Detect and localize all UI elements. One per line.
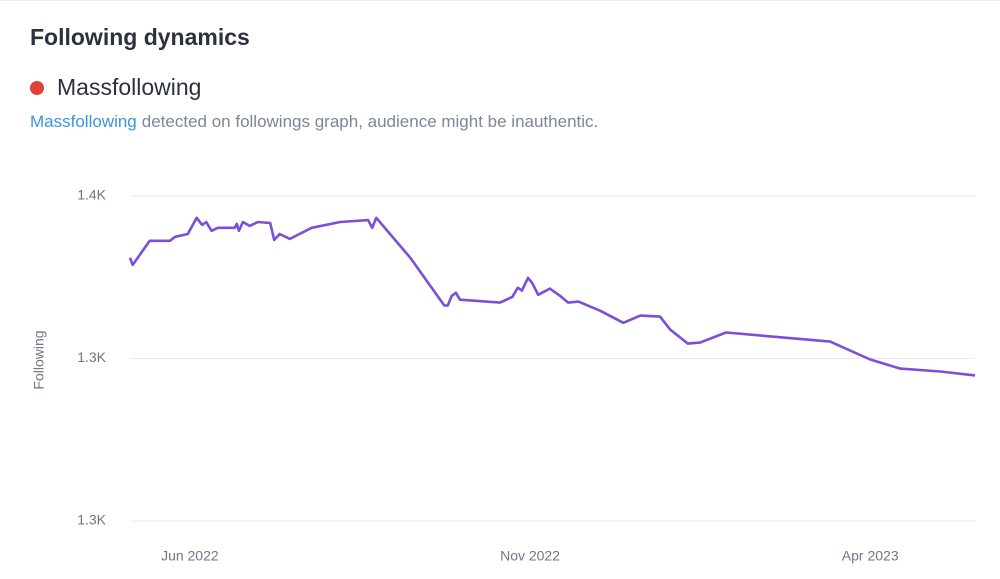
y-tick-label: 1.4K	[77, 187, 106, 203]
description-text: detected on followings graph, audience m…	[141, 112, 599, 131]
description-link[interactable]: Massfollowing	[30, 112, 137, 131]
description: Massfollowing detected on followings grap…	[30, 112, 598, 132]
card-title: Following dynamics	[30, 24, 250, 50]
y-axis-label: Following	[31, 330, 47, 389]
status: Massfollowing	[30, 74, 201, 101]
x-tick-label: Jun 2022	[161, 548, 219, 564]
status-dot	[30, 80, 44, 95]
x-tick-label: Nov 2022	[500, 548, 560, 564]
divider	[0, 0, 1000, 1]
data-line	[128, 216, 976, 377]
x-tick-label: Apr 2023	[842, 548, 899, 564]
status-label: Massfollowing	[57, 74, 202, 100]
y-tick-label: 1.3K	[77, 349, 106, 365]
y-tick-label: 1.3K	[77, 512, 106, 528]
